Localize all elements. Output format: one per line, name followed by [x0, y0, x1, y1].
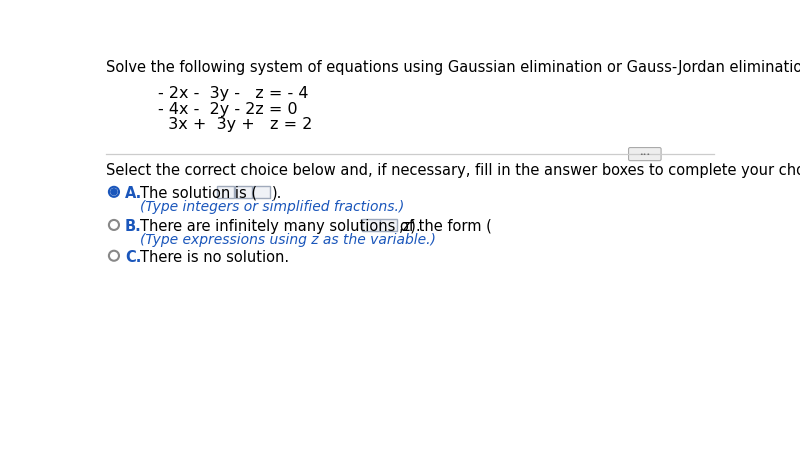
Text: B.: B. — [125, 219, 142, 234]
Text: (Type expressions using z as the variable.): (Type expressions using z as the variabl… — [140, 233, 436, 247]
Text: A.: A. — [125, 186, 142, 201]
Circle shape — [109, 220, 119, 230]
Bar — [380, 219, 398, 231]
Circle shape — [109, 187, 119, 197]
Bar — [253, 186, 270, 198]
Text: Select the correct choice below and, if necessary, fill in the answer boxes to c: Select the correct choice below and, if … — [106, 163, 800, 178]
Text: 3x +  3y +   z = 2: 3x + 3y + z = 2 — [158, 117, 313, 132]
Text: ).: ). — [272, 186, 282, 201]
Text: There are infinitely many solutions of the form (: There are infinitely many solutions of t… — [140, 219, 492, 234]
Text: Solve the following system of equations using Gaussian elimination or Gauss-Jord: Solve the following system of equations … — [106, 60, 800, 75]
Circle shape — [111, 189, 117, 195]
FancyBboxPatch shape — [629, 148, 661, 161]
Text: C.: C. — [125, 250, 141, 265]
Text: - 2x -  3y -   z = - 4: - 2x - 3y - z = - 4 — [158, 86, 309, 101]
Text: •••: ••• — [639, 152, 650, 157]
Bar — [362, 219, 379, 231]
Circle shape — [109, 251, 119, 261]
Text: - 4x -  2y - 2z = 0: - 4x - 2y - 2z = 0 — [158, 102, 298, 117]
Text: The solution is (: The solution is ( — [140, 186, 258, 201]
Bar — [235, 186, 252, 198]
Text: There is no solution.: There is no solution. — [140, 250, 290, 265]
Text: (Type integers or simplified fractions.): (Type integers or simplified fractions.) — [140, 199, 405, 214]
Text: ,z).: ,z). — [399, 219, 422, 234]
Bar — [218, 186, 234, 198]
